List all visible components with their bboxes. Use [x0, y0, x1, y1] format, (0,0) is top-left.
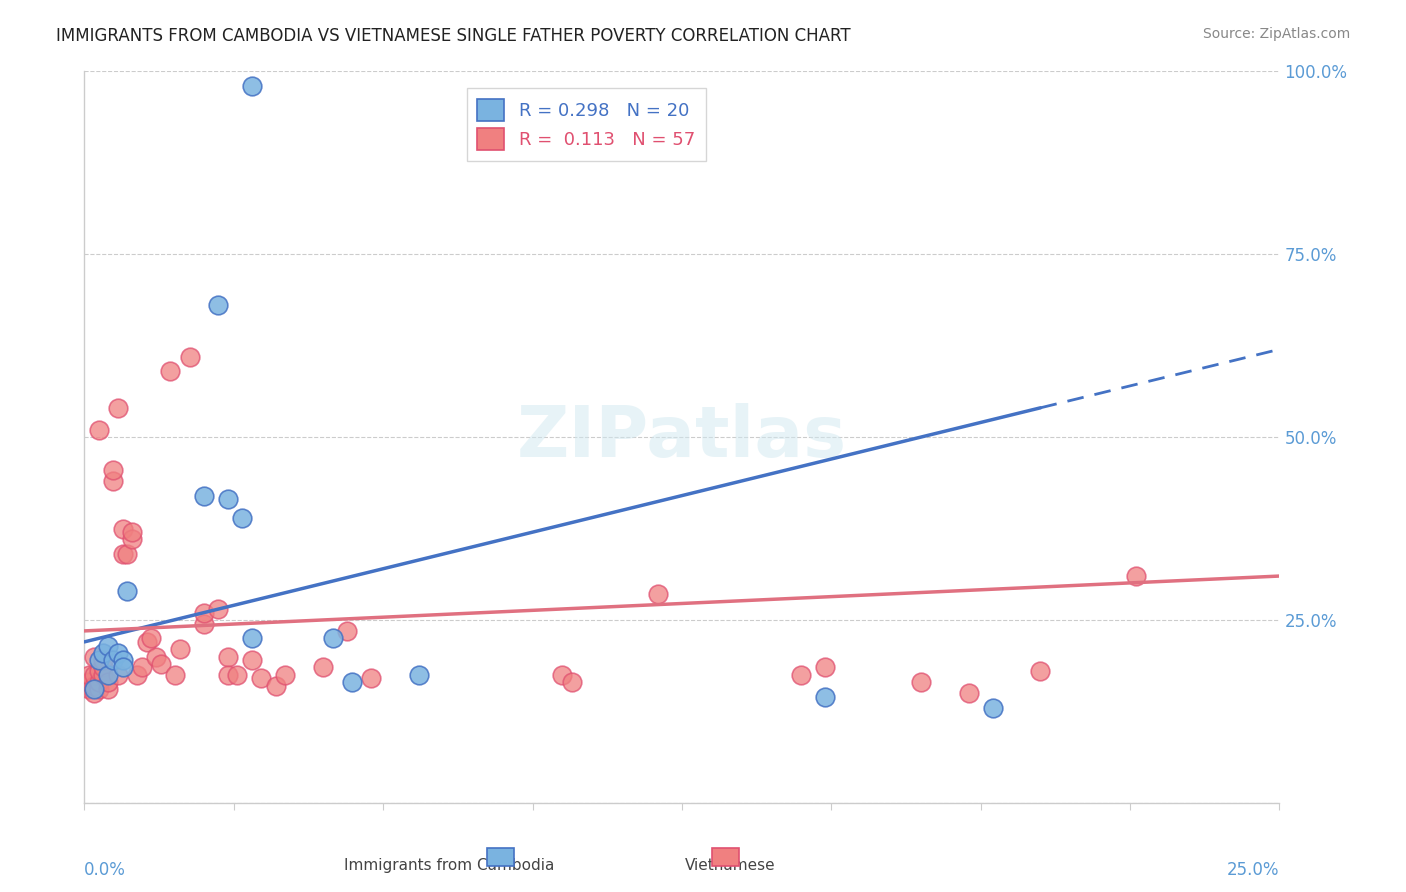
Point	[231, 510, 253, 524]
Point	[149, 657, 172, 671]
Point	[121, 525, 143, 540]
Point	[910, 675, 932, 690]
Point	[141, 632, 163, 646]
Point	[131, 660, 153, 674]
Point	[83, 649, 105, 664]
Point	[111, 521, 134, 535]
Point	[250, 672, 273, 686]
Point	[1029, 664, 1052, 678]
Point	[814, 690, 837, 704]
Point	[77, 667, 100, 681]
Point	[217, 667, 239, 681]
Point	[93, 646, 115, 660]
Point	[93, 653, 115, 667]
Text: Source: ZipAtlas.com: Source: ZipAtlas.com	[1202, 27, 1350, 41]
Point	[240, 78, 263, 93]
Point	[159, 364, 181, 378]
Point	[322, 632, 344, 646]
Point	[87, 664, 110, 678]
Point	[790, 667, 813, 681]
Point	[193, 489, 215, 503]
Text: IMMIGRANTS FROM CAMBODIA VS VIETNAMESE SINGLE FATHER POVERTY CORRELATION CHART: IMMIGRANTS FROM CAMBODIA VS VIETNAMESE S…	[56, 27, 851, 45]
Point	[179, 350, 201, 364]
Point	[814, 660, 837, 674]
Point	[264, 679, 287, 693]
Point	[121, 533, 143, 547]
Point	[145, 649, 167, 664]
Point	[97, 675, 120, 690]
Point	[107, 646, 129, 660]
Point	[77, 675, 100, 690]
Point	[101, 463, 124, 477]
Point	[107, 667, 129, 681]
Point	[551, 667, 574, 681]
Point	[165, 667, 187, 681]
Point	[240, 653, 263, 667]
Point	[193, 606, 215, 620]
Point	[561, 675, 583, 690]
Point	[111, 547, 134, 561]
Point	[125, 667, 148, 681]
Point	[312, 660, 335, 674]
Point	[207, 602, 229, 616]
Text: 25.0%: 25.0%	[1227, 862, 1279, 880]
Text: ZIPatlas: ZIPatlas	[517, 402, 846, 472]
Text: 0.0%: 0.0%	[84, 862, 127, 880]
Point	[981, 700, 1004, 714]
Point	[193, 616, 215, 631]
Point	[240, 632, 263, 646]
Point	[101, 653, 124, 667]
Point	[957, 686, 980, 700]
Point	[83, 667, 105, 681]
Point	[360, 672, 382, 686]
Point	[217, 492, 239, 507]
Point	[87, 675, 110, 690]
Point	[93, 660, 115, 674]
Point	[101, 474, 124, 488]
Point	[1125, 569, 1147, 583]
Point	[97, 682, 120, 697]
Point	[97, 639, 120, 653]
Point	[77, 682, 100, 697]
Point	[647, 587, 669, 601]
Point	[408, 667, 430, 681]
Point	[83, 686, 105, 700]
Point	[93, 667, 115, 681]
Point	[336, 624, 359, 638]
Point	[217, 649, 239, 664]
Point	[83, 682, 105, 697]
Text: Vietnamese: Vietnamese	[685, 858, 775, 872]
Point	[111, 660, 134, 674]
Text: Immigrants from Cambodia: Immigrants from Cambodia	[343, 858, 554, 872]
Point	[117, 583, 139, 598]
Point	[87, 423, 110, 437]
Point	[169, 642, 191, 657]
Point	[87, 653, 110, 667]
Point	[340, 675, 363, 690]
Legend: R = 0.298   N = 20, R =  0.113   N = 57: R = 0.298 N = 20, R = 0.113 N = 57	[467, 87, 706, 161]
Point	[135, 635, 157, 649]
Point	[97, 667, 120, 681]
Point	[274, 667, 297, 681]
Point	[83, 679, 105, 693]
Point	[107, 401, 129, 415]
Point	[207, 298, 229, 312]
Point	[87, 682, 110, 697]
Point	[117, 547, 139, 561]
Point	[226, 667, 249, 681]
Point	[111, 653, 134, 667]
